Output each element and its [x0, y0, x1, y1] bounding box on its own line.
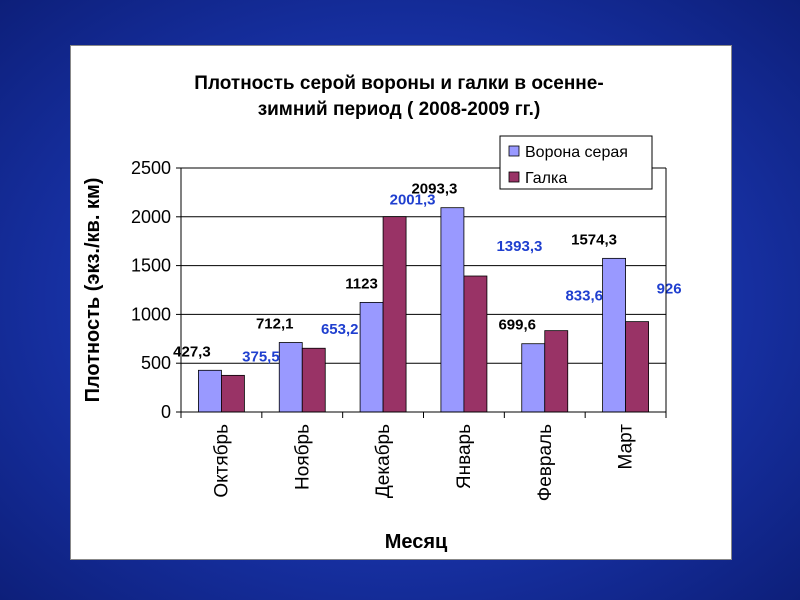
y-tick-label: 1000: [131, 304, 171, 324]
data-label-galka: 926: [657, 281, 682, 298]
y-tick-label: 500: [141, 353, 171, 373]
bar-vorona: [198, 369, 222, 413]
bar-galka: [625, 321, 649, 413]
y-tick-label: 2000: [131, 207, 171, 227]
y-tick-label: 0: [161, 402, 171, 422]
data-label-vorona: 2093,3: [411, 181, 457, 198]
y-axis-ticks: 0 500 1000 1500 2000 2500: [131, 158, 181, 422]
data-label-vorona: 699,6: [498, 317, 536, 334]
category-label: Декабрь: [373, 424, 394, 498]
bar-vorona: [521, 343, 546, 413]
bar-chart: Плотность серой вороны и галки в осенне-…: [82, 73, 682, 553]
y-axis-label: Плотность (экз./кв. км): [82, 178, 104, 403]
category-label: Март: [616, 424, 637, 470]
bar-vorona: [359, 301, 384, 413]
data-label-vorona: 712,1: [256, 315, 294, 332]
data-labels: 427,3 712,1 1123 2093,3 699,6 1574,3 375,5 653,…: [173, 181, 681, 366]
data-label-galka: 653,2: [321, 321, 359, 338]
data-label-vorona: 427,3: [173, 343, 211, 360]
category-labels: Октябрь Ноябрь Декабрь Январь Февраль Март: [211, 424, 636, 502]
bar-vorona: [278, 342, 303, 413]
y-tick-label: 2500: [131, 158, 171, 178]
bar-galka: [382, 216, 407, 413]
chart-title-line-2: зимний период ( 2008-2009 гг.): [258, 99, 541, 120]
category-label: Ноябрь: [292, 424, 313, 490]
legend-box: [499, 135, 653, 190]
chart-title-line-1: Плотность серой вороны и галки в осенне-: [194, 73, 603, 94]
y-tick-label: 1500: [131, 256, 171, 276]
bar-vorona: [602, 257, 626, 413]
legend-swatch-galka: [508, 171, 520, 183]
legend: Ворона серая Галка: [499, 135, 653, 190]
chart-panel: Плотность серой вороны и галки в осенне-…: [70, 45, 732, 560]
category-label: Январь: [454, 424, 475, 489]
data-label-galka: 1393,3: [496, 238, 542, 255]
category-label: Февраль: [535, 424, 556, 501]
category-label: Октябрь: [211, 424, 232, 498]
bar-galka: [544, 330, 569, 413]
bar-vorona: [440, 207, 465, 413]
data-label-galka: 2001,3: [390, 192, 436, 209]
legend-label-galka: Галка: [525, 170, 567, 187]
data-label-vorona: 1574,3: [571, 231, 617, 248]
x-axis-label: Месяц: [385, 531, 448, 553]
legend-label-vorona: Ворона серая: [525, 144, 628, 161]
bar-galka: [301, 347, 326, 413]
bar-galka: [463, 275, 488, 413]
bar-galka: [221, 374, 245, 413]
legend-swatch-vorona: [508, 145, 520, 157]
data-label-galka: 833,6: [565, 288, 603, 305]
data-label-galka: 375,5: [242, 348, 280, 365]
data-label-vorona: 1123: [345, 275, 378, 292]
